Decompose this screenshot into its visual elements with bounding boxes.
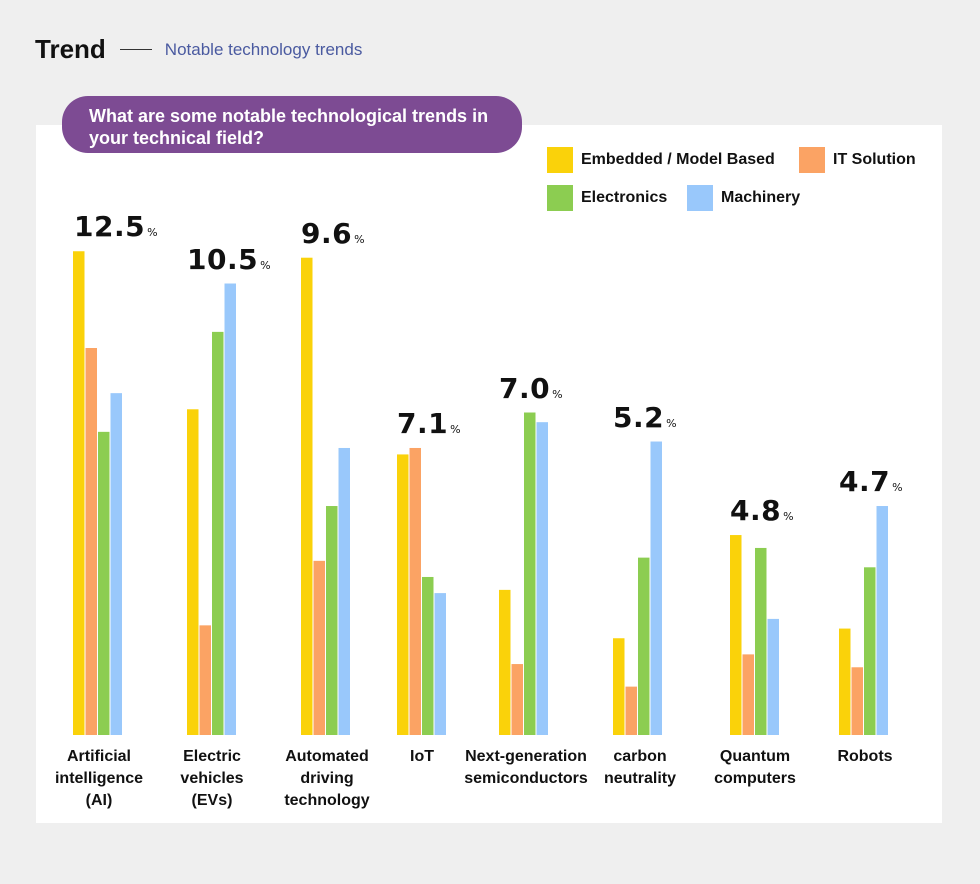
bar-semiconductors-machinery — [536, 422, 548, 735]
bar-carbon-neutrality-embedded — [613, 638, 625, 735]
legend-item-embedded: Embedded / Model Based — [547, 147, 775, 173]
bar-robots-machinery — [876, 506, 888, 735]
header: Trend Notable technology trends — [35, 34, 362, 65]
total-label-ev: 10.5% — [187, 242, 271, 276]
bar-semiconductors-embedded — [499, 589, 511, 735]
legend-swatch-electronics — [547, 185, 573, 211]
bar-iot-electronics — [422, 576, 434, 735]
category-label-carbon-neutrality: carbon neutrality — [603, 748, 676, 787]
page-subtitle: Notable technology trends — [164, 39, 363, 59]
bar-quantum-it-solution — [742, 654, 754, 735]
legend-label-electronics: Electronics — [581, 189, 668, 206]
bar-semiconductors-it-solution — [511, 664, 523, 735]
category-label-quantum: Quantum computers — [714, 748, 796, 787]
total-label-robots: 4.7% — [839, 465, 903, 499]
bar-ev-machinery — [224, 283, 236, 735]
bar-ai-it-solution — [85, 348, 97, 735]
category-label-semiconductors: Next-generation semiconductors — [464, 748, 588, 787]
bar-carbon-neutrality-it-solution — [625, 686, 637, 735]
bar-robots-it-solution — [851, 667, 863, 735]
bar-ev-it-solution — [199, 625, 211, 735]
bar-ev-embedded — [187, 409, 199, 735]
category-label-robots: Robots — [837, 748, 893, 765]
bar-quantum-embedded — [730, 535, 742, 735]
bar-carbon-neutrality-machinery — [650, 441, 662, 735]
total-label-quantum: 4.8% — [730, 494, 794, 528]
bar-iot-machinery — [434, 593, 446, 735]
bar-iot-embedded — [397, 454, 409, 735]
category-label-automated-driving: Automated driving technology — [284, 748, 370, 809]
total-label-iot: 7.1% — [397, 406, 461, 440]
bar-ai-embedded — [73, 251, 85, 735]
bar-semiconductors-electronics — [524, 412, 536, 735]
bar-robots-electronics — [864, 567, 876, 735]
legend-item-electronics: Electronics — [547, 185, 667, 211]
total-label-automated-driving: 9.6% — [301, 216, 365, 250]
bar-ai-electronics — [98, 431, 110, 735]
legend-swatch-embedded — [547, 147, 573, 173]
bar-automated-driving-machinery — [338, 447, 350, 735]
legend-swatch-it-solution — [799, 147, 825, 173]
legend-swatch-machinery — [687, 185, 713, 211]
bar-automated-driving-embedded — [301, 257, 313, 735]
legend-label-machinery: Machinery — [721, 189, 801, 206]
legend-label-embedded: Embedded / Model Based — [581, 151, 775, 168]
total-label-semiconductors: 7.0% — [499, 371, 563, 405]
bar-automated-driving-electronics — [326, 506, 338, 735]
legend-item-it-solution: IT Solution — [799, 147, 916, 173]
bar-carbon-neutrality-electronics — [638, 557, 650, 735]
total-label-ai: 12.5% — [74, 210, 158, 244]
category-label-ev: Electric vehicles (EVs) — [180, 748, 244, 809]
bar-automated-driving-it-solution — [313, 560, 325, 735]
bar-ev-electronics — [212, 331, 224, 735]
bar-quantum-electronics — [755, 547, 767, 735]
page-title: Trend — [35, 34, 106, 64]
survey-question: What are some notable technological tren… — [62, 96, 522, 153]
header-divider — [119, 49, 152, 50]
total-label-carbon-neutrality: 5.2% — [613, 400, 677, 434]
bar-ai-machinery — [110, 393, 122, 735]
bar-robots-embedded — [839, 628, 851, 735]
legend-item-machinery: Machinery — [687, 185, 800, 211]
bar-quantum-machinery — [767, 618, 779, 735]
category-label-ai: Artificial intelligence (AI) — [54, 748, 144, 809]
bar-iot-it-solution — [409, 447, 421, 735]
legend-label-it-solution: IT Solution — [833, 151, 916, 168]
category-label-iot: IoT — [410, 748, 434, 765]
